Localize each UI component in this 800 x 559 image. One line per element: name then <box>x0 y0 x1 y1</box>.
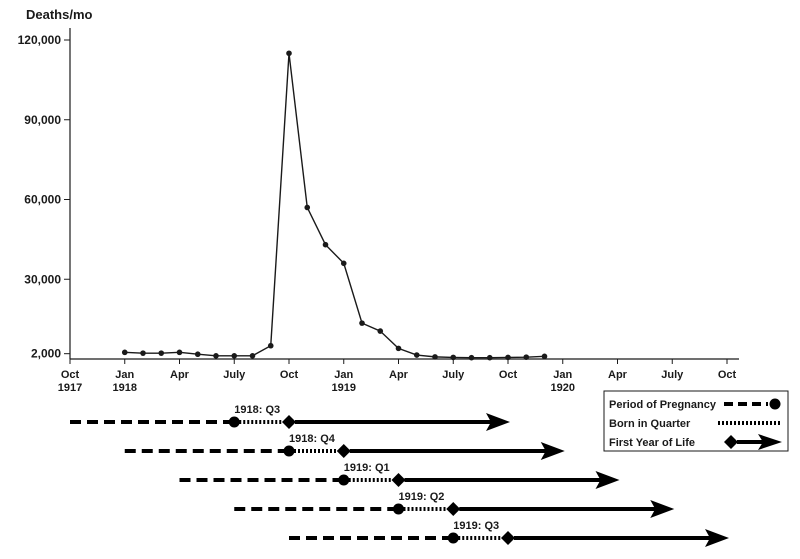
data-point <box>322 241 329 248</box>
x-tick-label: Apr <box>170 369 190 381</box>
cohort-row: 1919: Q3 <box>289 520 729 547</box>
data-point <box>213 353 219 359</box>
birth-diamond <box>336 444 351 458</box>
data-point <box>140 350 146 356</box>
cohort-timeline: 1918: Q3 1918: Q4 1919: Q1 1919: Q2 1919: Q3 <box>70 404 729 547</box>
x-tick-label: Jan <box>334 369 353 381</box>
x-tick-label: Oct <box>718 369 737 381</box>
x-tick-label: Oct <box>280 369 299 381</box>
x-tick-label: Apr <box>389 369 409 381</box>
cohort-row: 1919: Q2 <box>234 491 675 518</box>
x-tick-year-label: 1920 <box>551 382 575 394</box>
x-tick-label: Jan <box>115 369 134 381</box>
cohort-row: 1919: Q1 <box>179 462 620 489</box>
data-point <box>340 260 347 267</box>
axes: Deaths/mo 2,000 30,000 60,000 90,000 120,000 O… <box>18 7 739 394</box>
legend-circle-marker <box>769 398 781 410</box>
pregnancy-end-dot <box>338 474 350 486</box>
first-year-arrowhead <box>650 500 675 518</box>
pregnancy-end-dot <box>283 445 295 457</box>
data-point <box>450 354 457 361</box>
series-line <box>124 53 545 359</box>
x-tick-year-label: 1918 <box>113 382 137 394</box>
data-point <box>267 342 274 349</box>
x-tick-label: Apr <box>608 369 628 381</box>
data-point <box>377 328 384 334</box>
data-point <box>286 50 292 57</box>
x-tick-year-label: 1919 <box>332 382 356 394</box>
first-year-arrowhead <box>540 442 565 460</box>
birth-diamond <box>501 531 515 545</box>
y-tick-label: 30,000 <box>24 272 61 286</box>
pregnancy-end-dot <box>447 532 459 544</box>
legend-label: Born in Quarter <box>609 418 691 430</box>
first-year-arrowhead <box>595 471 620 489</box>
data-point <box>523 354 530 360</box>
data-point <box>121 349 128 356</box>
cohort-label: 1919: Q1 <box>344 462 390 474</box>
cohort-label: 1919: Q2 <box>399 491 445 503</box>
birth-diamond <box>282 415 296 429</box>
pregnancy-end-dot <box>228 416 240 428</box>
data-point <box>231 353 238 359</box>
data-point <box>194 351 201 358</box>
x-tick-label: Jan <box>553 369 572 381</box>
plot-area <box>121 50 548 361</box>
data-point <box>359 320 365 326</box>
y-tick-label: 120,000 <box>18 33 62 47</box>
x-tick-label: July <box>661 369 684 381</box>
birth-diamond <box>446 502 461 516</box>
pregnancy-end-dot <box>393 503 404 515</box>
cohort-label: 1918: Q3 <box>234 404 280 416</box>
y-tick-label: 2,000 <box>31 347 61 361</box>
legend-diamond-marker <box>724 435 738 449</box>
legend-label: First Year of Life <box>609 437 695 449</box>
data-point <box>249 353 256 359</box>
x-tick-year-label: 1917 <box>58 382 82 394</box>
y-tick-label: 60,000 <box>24 193 61 207</box>
legend: Period of Pregnancy Born in Quarter First … <box>603 390 789 452</box>
cohort-row: 1918: Q3 <box>70 404 510 431</box>
data-point <box>176 349 183 356</box>
cohort-row: 1918: Q4 <box>124 433 565 460</box>
data-point <box>304 204 311 211</box>
legend-arrowhead <box>758 434 782 450</box>
cohort-label: 1919: Q3 <box>453 520 499 532</box>
y-axis-title: Deaths/mo <box>26 7 93 22</box>
first-year-arrowhead <box>705 529 729 547</box>
first-year-arrowhead <box>486 413 510 431</box>
data-point <box>541 353 548 360</box>
data-point <box>505 354 511 361</box>
data-point <box>395 345 402 352</box>
y-tick-label: 90,000 <box>24 113 61 127</box>
data-point <box>486 354 493 361</box>
birth-diamond <box>391 473 406 487</box>
data-point <box>468 354 475 361</box>
data-point <box>432 354 438 360</box>
x-tick-label: Oct <box>499 369 518 381</box>
x-tick-label: Oct <box>61 369 80 381</box>
data-point <box>413 352 420 358</box>
x-tick-label: July <box>223 369 246 381</box>
data-point <box>158 350 165 356</box>
cohort-label: 1918: Q4 <box>289 433 336 445</box>
x-tick-label: July <box>442 369 465 381</box>
legend-label: Period of Pregnancy <box>609 399 717 411</box>
